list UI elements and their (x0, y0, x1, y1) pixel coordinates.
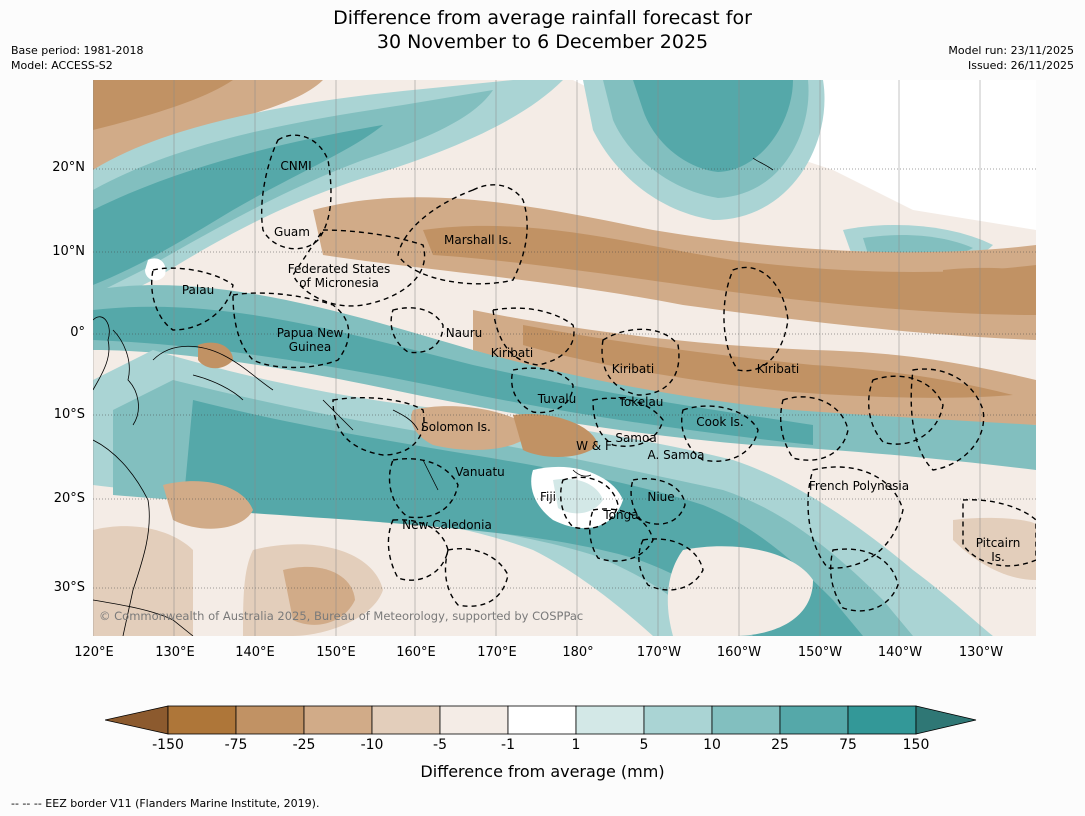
place-kiribati-west: Kiribati (490, 346, 534, 360)
place-vanuatu: Vanuatu (455, 465, 505, 479)
colorbar-tick-label: -75 (224, 737, 248, 753)
place-solomon-is: Solomon Is. (421, 420, 491, 434)
place-micronesia: Federated States of Micronesia (287, 262, 391, 290)
place-tuvalu: Tuvalu (537, 392, 577, 406)
place-pitcairn-is: Pitcairn Is. (975, 536, 1021, 564)
place-papua-new-guinea: Papua New Guinea (276, 326, 344, 354)
rainfall-map (93, 80, 1036, 636)
colorbar-segment (371, 705, 441, 735)
place-american-samoa: A. Samoa (647, 448, 705, 462)
copyright-notice: © Commonwealth of Australia 2025, Bureau… (99, 609, 584, 623)
colorbar-extend-low (105, 705, 169, 735)
issued-date: Issued: 26/11/2025 (967, 59, 1074, 72)
title-line-2: 30 November to 6 December 2025 (376, 31, 709, 53)
colorbar-tick-label: 75 (839, 737, 857, 753)
colorbar-segment (167, 705, 237, 735)
place-palau: Palau (181, 283, 215, 297)
lon-tick-140w: 140°W (877, 645, 923, 660)
lon-tick-160w: 160°W (716, 645, 762, 660)
colorbar-tick-label: 1 (571, 737, 581, 753)
colorbar (105, 705, 977, 735)
lat-tick-0: 0° (70, 325, 85, 340)
lat-tick-10n: 10°N (52, 244, 85, 259)
lat-tick-20n: 20°N (52, 160, 85, 175)
colorbar-tick-label: 10 (703, 737, 721, 753)
colorbar-segment (575, 705, 645, 735)
place-cook-is: Cook Is. (696, 415, 744, 429)
place-niue: Niue (647, 490, 675, 504)
lon-tick-170w: 170°W (636, 645, 682, 660)
place-fiji: Fiji (539, 490, 557, 504)
place-tonga: Tonga (603, 508, 639, 522)
place-tokelau: Tokelau (618, 395, 664, 409)
place-guam: Guam (274, 225, 310, 239)
title-line-1: Difference from average rainfall forecas… (333, 7, 752, 29)
place-wallis-futuna: W & F (576, 439, 612, 453)
place-samoa: Samoa (615, 431, 657, 445)
eez-footnote: -- -- -- EEZ border V11 (Flanders Marine… (11, 797, 320, 810)
lat-tick-10s: 10°S (53, 407, 85, 422)
colorbar-segment (235, 705, 305, 735)
place-new-caledonia: New Caledonia (402, 518, 492, 532)
map-canvas (93, 80, 1036, 636)
lon-tick-150e: 150°E (316, 645, 356, 660)
lat-tick-20s: 20°S (53, 491, 85, 506)
colorbar-tick-label: -1 (501, 737, 515, 753)
colorbar-tick-label: -25 (292, 737, 316, 753)
colorbar-title: Difference from average (mm) (420, 762, 665, 781)
place-marshall-is: Marshall Is. (444, 233, 512, 247)
lat-tick-30s: 30°S (53, 580, 85, 595)
colorbar-tick-label: -150 (152, 737, 184, 753)
meta-left: Base period: 1981-2018 Model: ACCESS-S2 (11, 43, 143, 73)
meta-right: Model run: 23/11/2025 Issued: 26/11/2025 (948, 43, 1074, 73)
model-name: Model: ACCESS-S2 (11, 59, 113, 72)
place-kiribati-central: Kiribati (611, 362, 655, 376)
lon-tick-120e: 120°E (74, 645, 114, 660)
lon-tick-170e: 170°E (477, 645, 517, 660)
colorbar-tick-label: 5 (639, 737, 649, 753)
base-period: Base period: 1981-2018 (11, 44, 144, 57)
lon-tick-160e: 160°E (396, 645, 436, 660)
place-nauru: Nauru (445, 326, 483, 340)
colorbar-segment (711, 705, 781, 735)
lon-tick-180: 180° (562, 645, 594, 660)
lon-tick-130w: 130°W (958, 645, 1004, 660)
lon-tick-150w: 150°W (797, 645, 843, 660)
colorbar-segment (303, 705, 373, 735)
colorbar-segment (643, 705, 713, 735)
colorbar-tick-label: 150 (902, 737, 930, 753)
colorbar-extend-high (915, 705, 977, 735)
place-french-polynesia: French Polynesia (808, 479, 910, 493)
colorbar-segment (779, 705, 849, 735)
place-cnmi: CNMI (280, 159, 312, 173)
colorbar-tick-label: -10 (360, 737, 384, 753)
colorbar-segment (847, 705, 917, 735)
map-title: Difference from average rainfall forecas… (0, 6, 1085, 54)
colorbar-segment (439, 705, 509, 735)
lon-tick-130e: 130°E (155, 645, 195, 660)
place-kiribati-east: Kiribati (756, 362, 800, 376)
lon-tick-140e: 140°E (235, 645, 275, 660)
colorbar-tick-label: 25 (771, 737, 789, 753)
colorbar-segment (507, 705, 577, 735)
colorbar-tick-label: -5 (433, 737, 447, 753)
model-run: Model run: 23/11/2025 (948, 44, 1074, 57)
